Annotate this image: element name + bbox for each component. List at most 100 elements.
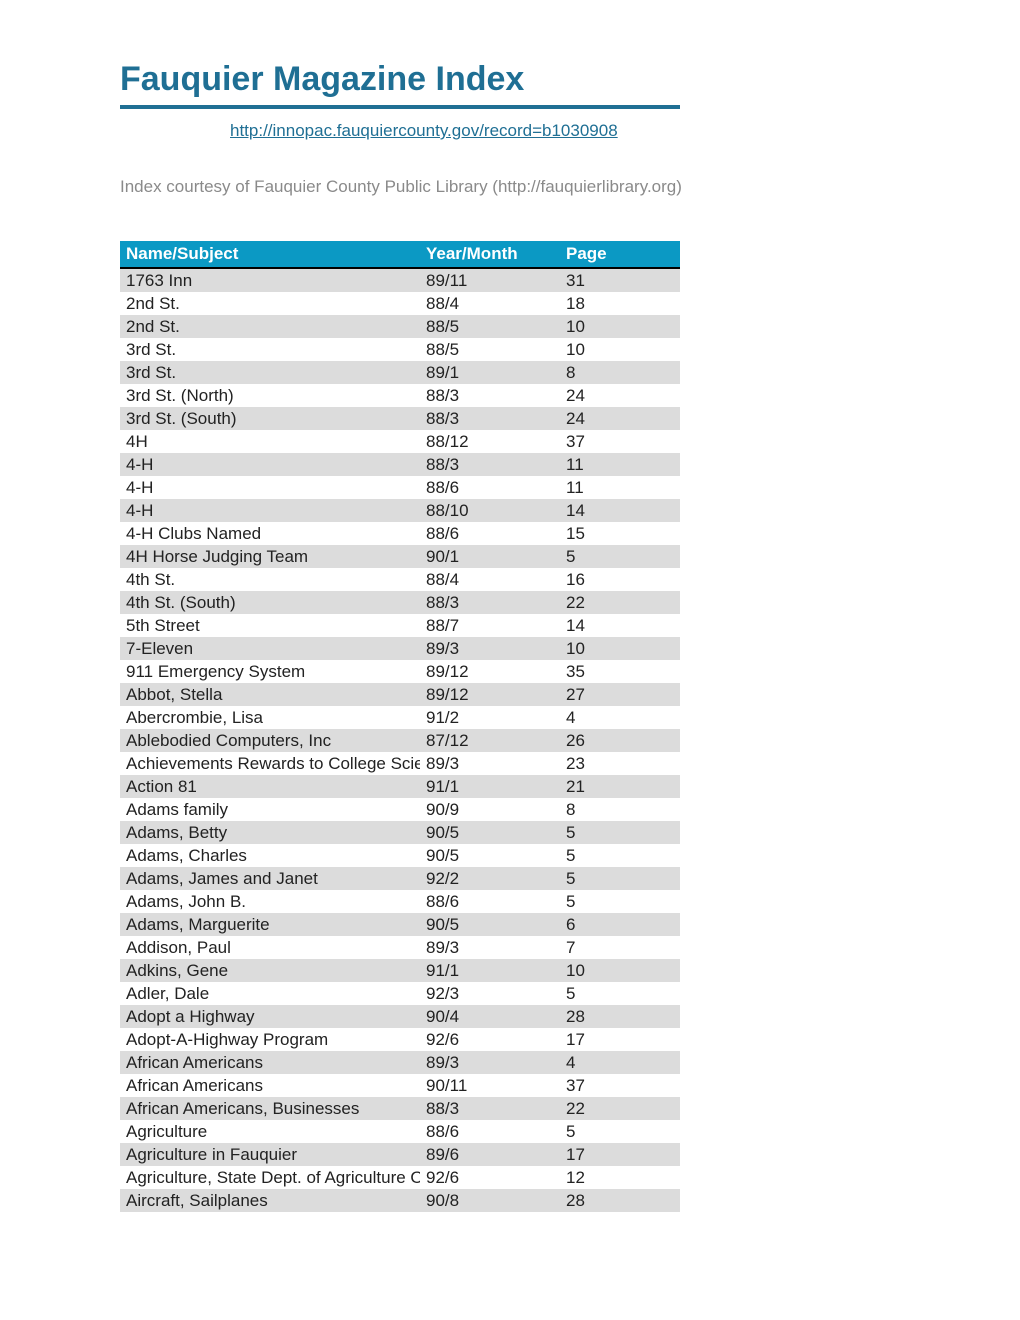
cell-name: 3rd St. (North) [120, 384, 420, 407]
cell-page: 35 [560, 660, 680, 683]
cell-page: 5 [560, 867, 680, 890]
cell-name: 2nd St. [120, 292, 420, 315]
cell-name: 2nd St. [120, 315, 420, 338]
cell-page: 11 [560, 453, 680, 476]
table-row: 4th St.88/416 [120, 568, 680, 591]
cell-name: Adler, Dale [120, 982, 420, 1005]
table-row: Adkins, Gene91/110 [120, 959, 680, 982]
table-row: Achievements Rewards to College Scien89/… [120, 752, 680, 775]
cell-name: 3rd St. (South) [120, 407, 420, 430]
cell-year-month: 89/3 [420, 1051, 560, 1074]
cell-page: 17 [560, 1028, 680, 1051]
cell-name: Adopt a Highway [120, 1005, 420, 1028]
table-row: 3rd St.89/18 [120, 361, 680, 384]
cell-name: 911 Emergency System [120, 660, 420, 683]
cell-page: 6 [560, 913, 680, 936]
table-header-row: Name/Subject Year/Month Page [120, 241, 680, 268]
cell-name: 3rd St. [120, 361, 420, 384]
cell-page: 10 [560, 637, 680, 660]
table-row: Adams, Marguerite90/56 [120, 913, 680, 936]
cell-year-month: 90/5 [420, 844, 560, 867]
cell-year-month: 92/2 [420, 867, 560, 890]
cell-page: 7 [560, 936, 680, 959]
courtesy-note: Index courtesy of Fauquier County Public… [120, 177, 900, 197]
table-row: Abbot, Stella89/1227 [120, 683, 680, 706]
cell-year-month: 91/1 [420, 775, 560, 798]
table-row: Adams, John B.88/65 [120, 890, 680, 913]
cell-name: 4-H [120, 476, 420, 499]
col-page: Page [560, 241, 680, 268]
cell-year-month: 91/2 [420, 706, 560, 729]
table-row: 3rd St. (South)88/324 [120, 407, 680, 430]
cell-page: 5 [560, 982, 680, 1005]
cell-page: 23 [560, 752, 680, 775]
cell-page: 18 [560, 292, 680, 315]
catalog-link[interactable]: http://innopac.fauquiercounty.gov/record… [230, 121, 618, 140]
cell-page: 4 [560, 706, 680, 729]
cell-year-month: 89/12 [420, 683, 560, 706]
table-row: Addison, Paul89/37 [120, 936, 680, 959]
cell-name: Adams, James and Janet [120, 867, 420, 890]
table-row: 4-H88/311 [120, 453, 680, 476]
cell-name: Adams, Marguerite [120, 913, 420, 936]
cell-year-month: 92/3 [420, 982, 560, 1005]
cell-name: 4-H [120, 499, 420, 522]
cell-page: 8 [560, 361, 680, 384]
cell-name: 4H [120, 430, 420, 453]
table-row: Adler, Dale92/35 [120, 982, 680, 1005]
cell-year-month: 88/7 [420, 614, 560, 637]
table-row: African Americans, Businesses88/322 [120, 1097, 680, 1120]
cell-year-month: 88/4 [420, 568, 560, 591]
cell-name: 7-Eleven [120, 637, 420, 660]
index-table: Name/Subject Year/Month Page 1763 Inn 89/… [120, 241, 680, 1212]
cell-page: 5 [560, 1120, 680, 1143]
cell-year-month: 88/3 [420, 453, 560, 476]
cell-name: Action 81 [120, 775, 420, 798]
table-row: 3rd St. (North)88/324 [120, 384, 680, 407]
cell-year-month: 88/4 [420, 292, 560, 315]
cell-year-month: 89/6 [420, 1143, 560, 1166]
table-row: Agriculture, State Dept. of Agriculture … [120, 1166, 680, 1189]
table-row: 4-H Clubs Named88/615 [120, 522, 680, 545]
table-row: Adopt a Highway90/428 [120, 1005, 680, 1028]
cell-year-month: 88/3 [420, 407, 560, 430]
cell-page: 28 [560, 1005, 680, 1028]
cell-name: 4th St. [120, 568, 420, 591]
cell-year-month: 90/9 [420, 798, 560, 821]
cell-year-month: 88/10 [420, 499, 560, 522]
cell-page: 16 [560, 568, 680, 591]
col-year-month: Year/Month [420, 241, 560, 268]
cell-year-month: 89/3 [420, 637, 560, 660]
page-title: Fauquier Magazine Index [120, 60, 680, 109]
cell-page: 10 [560, 338, 680, 361]
cell-page: 27 [560, 683, 680, 706]
cell-name: 3rd St. [120, 338, 420, 361]
table-row: 7-Eleven89/310 [120, 637, 680, 660]
cell-year-month: 88/3 [420, 384, 560, 407]
cell-name: 4-H [120, 453, 420, 476]
table-row: 4th St. (South)88/322 [120, 591, 680, 614]
table-row: African Americans89/34 [120, 1051, 680, 1074]
cell-name: 5th Street [120, 614, 420, 637]
cell-year-month: 92/6 [420, 1028, 560, 1051]
table-row: 4-H88/1014 [120, 499, 680, 522]
cell-name: 1763 Inn [120, 268, 420, 292]
cell-name: Adams, John B. [120, 890, 420, 913]
table-row: African Americans90/1137 [120, 1074, 680, 1097]
table-row: Agriculture in Fauquier89/617 [120, 1143, 680, 1166]
cell-page: 21 [560, 775, 680, 798]
cell-name: Addison, Paul [120, 936, 420, 959]
table-row: 2nd St.88/510 [120, 315, 680, 338]
cell-year-month: 88/5 [420, 338, 560, 361]
table-row: 3rd St.88/510 [120, 338, 680, 361]
cell-year-month: 88/3 [420, 1097, 560, 1120]
cell-year-month: 92/6 [420, 1166, 560, 1189]
cell-name: African Americans [120, 1074, 420, 1097]
cell-page: 14 [560, 614, 680, 637]
cell-page: 37 [560, 1074, 680, 1097]
cell-page: 24 [560, 407, 680, 430]
cell-page: 22 [560, 1097, 680, 1120]
cell-page: 5 [560, 821, 680, 844]
cell-year-month: 87/12 [420, 729, 560, 752]
table-row: Ablebodied Computers, Inc87/1226 [120, 729, 680, 752]
